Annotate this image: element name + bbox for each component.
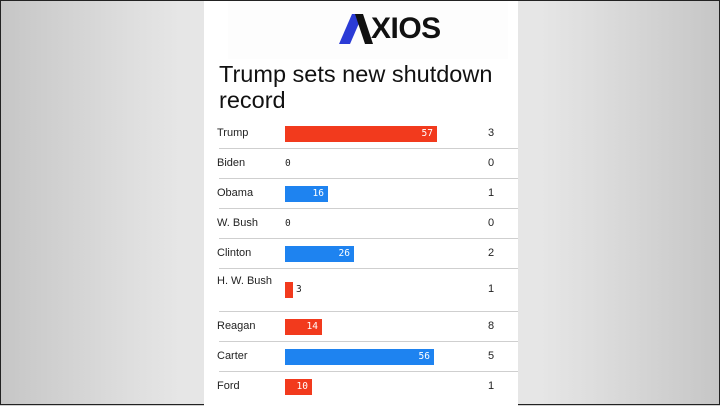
chart-row: H. W. Bush 3 1 bbox=[204, 269, 518, 312]
bar-track: 26 bbox=[285, 246, 475, 262]
bar-track: 0 bbox=[285, 216, 475, 232]
category-label: Trump bbox=[217, 127, 249, 139]
bar-value-label: 3 bbox=[296, 284, 302, 295]
count-label: 0 bbox=[488, 217, 495, 229]
count-label: 1 bbox=[488, 380, 495, 392]
chart-row: Trump 57 3 bbox=[204, 119, 518, 149]
count-label: 2 bbox=[488, 247, 495, 259]
row-divider bbox=[219, 311, 518, 312]
row-divider bbox=[219, 178, 518, 179]
data-bar bbox=[285, 186, 328, 202]
data-bar bbox=[285, 379, 312, 395]
count-label: 0 bbox=[488, 157, 495, 169]
bar-track: 14 bbox=[285, 319, 475, 335]
bar-track: 0 bbox=[285, 156, 475, 172]
chart-row: Ford 10 1 bbox=[204, 372, 518, 402]
axios-logo[interactable]: XIOS bbox=[339, 7, 443, 51]
data-bar bbox=[285, 246, 354, 262]
row-divider bbox=[219, 371, 518, 372]
chart-row: W. Bush 0 0 bbox=[204, 209, 518, 239]
category-label: Carter bbox=[217, 350, 248, 362]
count-label: 1 bbox=[488, 283, 495, 295]
bar-value-label: 14 bbox=[306, 321, 318, 332]
count-label: 8 bbox=[488, 320, 495, 332]
data-bar bbox=[285, 282, 293, 298]
count-label: 3 bbox=[488, 127, 495, 139]
category-label: Reagan bbox=[217, 320, 256, 332]
data-bar bbox=[285, 349, 434, 365]
category-label: W. Bush bbox=[217, 217, 258, 229]
bar-value-label: 56 bbox=[418, 351, 430, 362]
logo-a-icon bbox=[339, 14, 373, 44]
bar-track: 16 bbox=[285, 186, 475, 202]
bar-track: 10 bbox=[285, 379, 475, 395]
chart-row: Carter 56 5 bbox=[204, 342, 518, 372]
row-divider bbox=[219, 208, 518, 209]
bar-track: 3 bbox=[285, 282, 475, 298]
bar-value-label: 10 bbox=[296, 381, 308, 392]
data-bar bbox=[285, 319, 322, 335]
bar-value-label: 26 bbox=[338, 248, 350, 259]
bar-value-label: 16 bbox=[312, 188, 324, 199]
header: XIOS bbox=[228, 1, 508, 59]
category-label: Clinton bbox=[217, 247, 252, 259]
chart-row: Obama 16 1 bbox=[204, 179, 518, 209]
row-divider bbox=[219, 238, 518, 239]
chart-card: XIOS Trump sets new shutdown record Trum… bbox=[204, 1, 518, 406]
bar-value-label: 57 bbox=[421, 128, 433, 139]
chart-row: Clinton 26 2 bbox=[204, 239, 518, 269]
data-bar bbox=[285, 126, 437, 142]
bar-value-label: 0 bbox=[285, 158, 291, 169]
row-divider bbox=[219, 268, 518, 269]
count-label: 5 bbox=[488, 350, 495, 362]
count-label: 1 bbox=[488, 187, 495, 199]
bar-value-label: 0 bbox=[285, 218, 291, 229]
row-divider bbox=[219, 341, 518, 342]
row-divider bbox=[219, 148, 518, 149]
logo-text: XIOS bbox=[371, 12, 441, 45]
category-label: H. W. Bush bbox=[217, 275, 273, 287]
category-label: Ford bbox=[217, 380, 240, 392]
chart-title: Trump sets new shutdown record bbox=[219, 61, 493, 113]
bar-track: 56 bbox=[285, 349, 475, 365]
category-label: Biden bbox=[217, 157, 246, 169]
category-label: Obama bbox=[217, 187, 254, 199]
bar-track: 57 bbox=[285, 126, 475, 142]
chart-row: Biden 0 0 bbox=[204, 149, 518, 179]
chart-row: Reagan 14 8 bbox=[204, 312, 518, 342]
